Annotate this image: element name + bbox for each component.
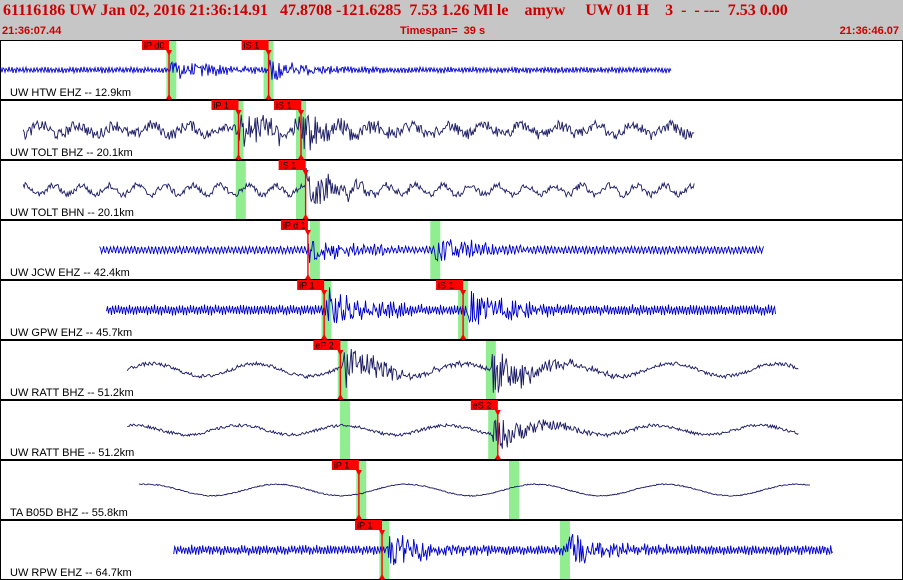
- trace-panel-border: [0, 460, 903, 520]
- pick-marker-top: [355, 470, 362, 476]
- phase-window: [309, 221, 320, 279]
- station-label: UW RPW EHZ -- 64.7km: [10, 567, 132, 579]
- pick-marker-top: [460, 290, 467, 296]
- pick-label: eS 2: [473, 401, 492, 411]
- phase-window: [296, 161, 306, 219]
- pick-tag: [280, 220, 308, 230]
- pick-tag: [211, 100, 239, 110]
- pick-marker-top: [379, 530, 386, 536]
- pick-tag: [436, 280, 464, 290]
- station-label: UW HTW EHZ -- 12.9km: [10, 87, 131, 99]
- waveform-7: [138, 483, 810, 497]
- pick-label: eP 2: [315, 341, 333, 351]
- pick-marker-top: [265, 50, 272, 56]
- pick-label: iP 1: [213, 101, 228, 111]
- station-label: TA B05D BHZ -- 55.8km: [10, 507, 128, 519]
- seismogram-panel[interactable]: iP d0 iS 1 UW HTW EHZ -- 12.9km iP 1 iS 1 UW …: [0, 40, 903, 580]
- phase-window: [339, 401, 350, 459]
- pick-label: iP 1: [357, 521, 372, 531]
- waveform-0: [0, 59, 672, 81]
- waveform-2: [22, 167, 695, 205]
- pick-marker-top: [166, 50, 173, 56]
- phase-window: [321, 281, 332, 339]
- pick-marker-top: [494, 410, 501, 416]
- pick-label: iS 1: [281, 161, 297, 171]
- trace-panel-border: [0, 160, 903, 220]
- pick-label: iS 1: [244, 41, 260, 51]
- pick-marker-top: [235, 110, 242, 116]
- pick-marker-top: [321, 290, 328, 296]
- pick-tag: [313, 340, 341, 350]
- station-label: UW RATT BHE -- 51.2km: [10, 447, 134, 459]
- pick-marker-bottom: [265, 94, 272, 99]
- phase-window: [356, 461, 367, 519]
- trace-panel-border: [0, 340, 903, 400]
- pick-tag: [241, 40, 269, 50]
- phase-window: [166, 41, 177, 99]
- waveform-6: [127, 419, 799, 449]
- waveform-3: [99, 239, 765, 263]
- trace-panel-border: [0, 400, 903, 460]
- pick-marker-top: [302, 170, 309, 176]
- pick-marker-bottom: [166, 94, 173, 99]
- phase-window: [488, 401, 499, 459]
- start-time: 21:36:07.44: [2, 25, 62, 37]
- timespan: Timespan= 39 s: [400, 25, 486, 37]
- pick-marker-top: [298, 110, 304, 116]
- pick-tag: [142, 40, 170, 50]
- pick-label: iP 1: [299, 281, 314, 291]
- pick-tag: [278, 160, 306, 170]
- pick-tag: [470, 400, 498, 410]
- phase-window: [430, 221, 441, 279]
- pick-label: iS 1: [438, 281, 454, 291]
- event-summary: 61116186 UW Jan 02, 2016 21:36:14.91 47.…: [3, 2, 788, 19]
- station-label: UW TOLT BHN -- 20.1km: [10, 207, 134, 219]
- phase-window: [337, 341, 348, 399]
- pick-tag: [297, 280, 325, 290]
- station-label: UW JCW EHZ -- 42.4km: [10, 267, 130, 279]
- pick-marker-bottom: [494, 454, 501, 459]
- pick-tag: [355, 520, 383, 530]
- station-label: UW GPW EHZ -- 45.7km: [10, 327, 132, 339]
- waveform-1: [22, 114, 695, 151]
- pick-marker-bottom: [304, 274, 311, 279]
- pick-label: iP 1: [334, 461, 349, 471]
- pick-marker-bottom: [298, 154, 304, 159]
- pick-marker-top: [304, 230, 311, 236]
- pick-label: iS 1: [276, 101, 292, 111]
- waveform-8: [173, 533, 834, 566]
- end-time: 21:36:46.07: [839, 25, 899, 37]
- pick-marker-bottom: [379, 574, 386, 579]
- pick-marker-bottom: [302, 214, 309, 219]
- pick-marker-bottom: [355, 514, 362, 519]
- event-header: 61116186 UW Jan 02, 2016 21:36:14.91 47.…: [0, 0, 903, 40]
- pick-tag: [274, 100, 301, 110]
- station-label: UW TOLT BHZ -- 20.1km: [10, 147, 133, 159]
- waveform-5: [126, 348, 799, 393]
- station-label: UW RATT BHZ -- 51.2km: [10, 387, 134, 399]
- pick-label: iP d 1: [283, 221, 306, 231]
- phase-window: [509, 461, 520, 519]
- pick-marker-bottom: [460, 334, 467, 339]
- pick-marker-bottom: [235, 154, 242, 159]
- pick-marker-top: [337, 350, 344, 356]
- pick-label: iP d0: [144, 41, 164, 51]
- pick-marker-bottom: [321, 334, 328, 339]
- pick-tag: [331, 460, 359, 470]
- phase-window: [485, 341, 496, 399]
- pick-marker-bottom: [337, 394, 344, 399]
- waveform-4: [106, 287, 776, 325]
